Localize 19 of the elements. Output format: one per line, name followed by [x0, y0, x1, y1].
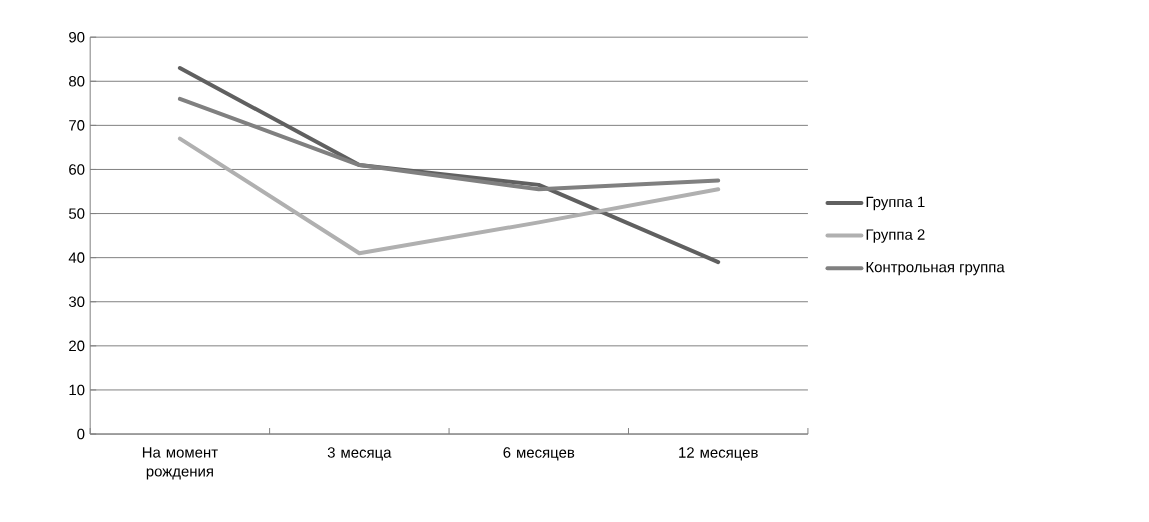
y-tick-label: 0 [77, 428, 85, 440]
y-tick-label: 70 [69, 119, 85, 131]
legend-label: Контрольная группа [866, 261, 1005, 276]
y-tick-label: 30 [68, 296, 85, 307]
y-tick-label: 90 [69, 31, 85, 43]
y-tick-label: 20 [69, 340, 85, 352]
line-series [177, 136, 721, 256]
legend-label: Группа 2 [866, 229, 925, 243]
y-tick-label: 60 [69, 164, 85, 175]
legend-label: Группа 1 [866, 196, 925, 211]
x-tick-label: На момент рождения [142, 447, 218, 480]
y-tick-label: 10 [69, 384, 85, 396]
x-tick-label: 6 месяцев [503, 447, 575, 461]
y-tick-label: 50 [68, 208, 85, 219]
y-tick-label: 40 [68, 252, 85, 263]
line-series [177, 96, 721, 192]
x-tick-label: 3 месяца [327, 447, 392, 461]
x-tick-label: 12 месяцев [679, 447, 758, 461]
y-tick-label: 80 [69, 75, 85, 87]
